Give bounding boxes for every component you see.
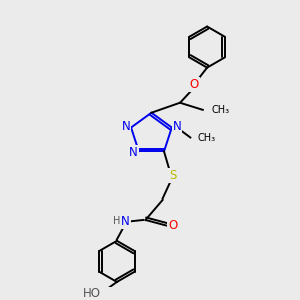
Text: CH₃: CH₃: [212, 105, 230, 115]
Text: S: S: [169, 169, 176, 182]
Text: N: N: [122, 120, 130, 133]
Text: HO: HO: [83, 287, 101, 300]
Text: N: N: [121, 215, 130, 228]
Text: N: N: [129, 146, 138, 159]
Text: O: O: [190, 78, 199, 91]
Text: H: H: [113, 216, 120, 226]
Text: CH₃: CH₃: [197, 133, 216, 142]
Text: N: N: [172, 120, 181, 133]
Text: O: O: [168, 219, 177, 232]
